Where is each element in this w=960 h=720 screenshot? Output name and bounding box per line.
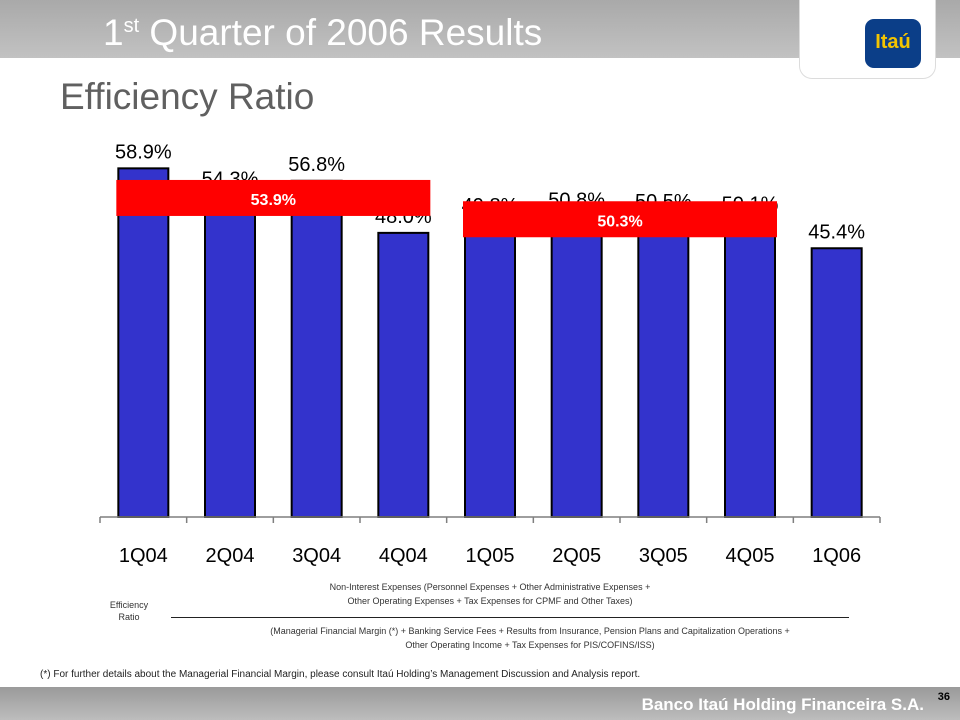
logo-text: Itaú	[875, 31, 911, 53]
efficiency-ratio-label: Efficiency Ratio	[98, 600, 160, 623]
numerator-line2: Other Operating Expenses + Tax Expenses …	[347, 595, 633, 606]
denominator-line2: Other Operating Income + Tax Expenses fo…	[405, 639, 655, 650]
formula-denominator: (Managerial Financial Margin (*) + Banki…	[190, 625, 870, 653]
efficiency-label-line2: Ratio	[118, 611, 140, 622]
slide-title: 1st Quarter of 2006 Results	[103, 12, 543, 53]
bar-2Q04	[204, 194, 256, 518]
value-label: 45.4%	[808, 221, 865, 243]
category-label: 1Q05	[466, 545, 515, 567]
footer-company: Banco Itaú Holding Financeira S.A.	[641, 695, 924, 714]
average-label: 53.9%	[251, 192, 296, 209]
denominator-line1: (Managerial Financial Margin (*) + Banki…	[270, 626, 790, 636]
category-label: 2Q04	[206, 545, 255, 567]
bar-4Q04	[377, 231, 430, 518]
category-label: 4Q04	[379, 545, 428, 567]
category-label: 1Q06	[812, 545, 861, 567]
value-label: 58.9%	[115, 141, 172, 163]
value-label: 56.8%	[288, 154, 345, 176]
fraction-line	[171, 617, 849, 618]
footer-bar: Banco Itaú Holding Financeira S.A. 36	[0, 687, 960, 720]
category-label: 3Q05	[639, 545, 688, 567]
category-label: 2Q05	[552, 545, 601, 567]
efficiency-label-line1: Efficiency	[109, 600, 149, 610]
bar-3Q04	[290, 179, 343, 518]
average-band	[463, 201, 777, 238]
category-label: 4Q05	[726, 545, 775, 567]
numerator-line1: Non-Interest Expenses (Personnel Expense…	[329, 582, 651, 592]
category-label: 1Q04	[119, 545, 168, 567]
itau-logo: Itaú	[865, 19, 921, 68]
bar-4Q05	[724, 219, 776, 519]
average-label: 50.3%	[597, 213, 642, 230]
average-band	[116, 179, 431, 216]
slide-subtitle: Efficiency Ratio	[60, 76, 315, 117]
bar-3Q05	[637, 217, 690, 519]
bar-1Q05	[464, 221, 516, 518]
bar-1Q06	[810, 247, 863, 518]
category-label: 3Q04	[292, 545, 341, 567]
efficiency-ratio-chart: 58.9%54.3%56.8%48.0%49.8%50.8%50.5%50.1%…	[99, 141, 881, 567]
page-number: 36	[937, 691, 950, 703]
bar-1Q04	[117, 167, 170, 518]
bar-2Q05	[550, 215, 603, 518]
footnote: (*) For further details about the Manage…	[40, 669, 641, 680]
formula-numerator: Non-Interest Expenses (Personnel Expense…	[250, 581, 730, 609]
